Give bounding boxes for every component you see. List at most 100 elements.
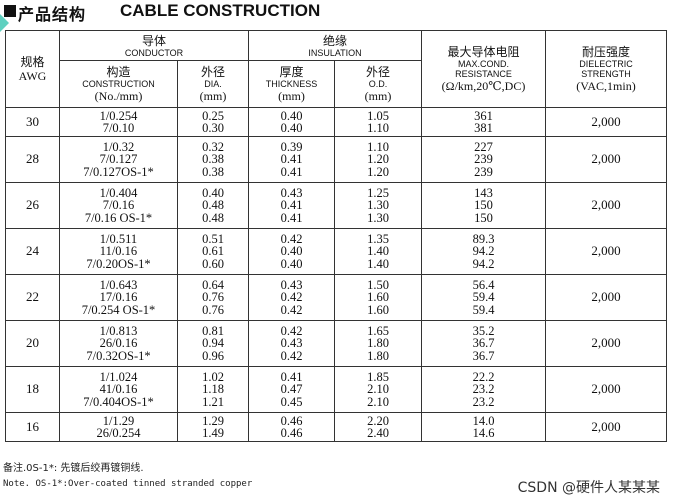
thickness-cell: 0.42 0.40 0.40 [248, 228, 335, 275]
table-row: 18 1/1.024 41/0.16 7/0.404OS-1* 1.02 1.18 1.21… [5, 366, 667, 413]
table-row: 16 1/1.29 26/0.254 1.29 1.49 0.46 0.46 2.20 2.40… [5, 412, 667, 442]
construction-value: 1/0.511 [99, 231, 138, 246]
od-value: 1.50 [367, 277, 389, 292]
construction-value: 1/0.404 [99, 185, 138, 200]
thickness-value: 0.43 [280, 336, 303, 351]
thickness-value: 0.40 [280, 108, 303, 123]
thickness-cell: 0.40 0.40 [248, 107, 335, 137]
construction-cell: 1/0.511 11/0.16 7/0.20OS-1* [59, 228, 178, 275]
resistance-value: 150 [474, 210, 493, 225]
thickness-value: 0.43 [280, 185, 303, 200]
od-value: 1.80 [367, 348, 389, 363]
construction-value: 7/0.254 OS-1* [81, 302, 156, 317]
dielectric-cell: 2,000 [545, 274, 667, 321]
resistance-value: 35.2 [472, 323, 495, 338]
construction-value: 1/0.813 [99, 323, 138, 338]
watermark: CSDN @硬件人某某某 [517, 480, 660, 496]
construction-cell: 1/0.643 17/0.16 7/0.254 OS-1* [59, 274, 178, 321]
awg-cell: 20 [5, 320, 60, 367]
header-thickness: 厚度 THICKNESS (mm) [248, 60, 335, 108]
dia-value: 0.51 [202, 231, 224, 246]
dia-value: 1.49 [202, 426, 224, 440]
header-conductor: 导体 CONDUCTOR [59, 30, 249, 61]
resistance-value: 143 [474, 185, 493, 200]
construction-value: 7/0.404OS-1* [83, 394, 154, 409]
dia-value: 0.61 [202, 244, 224, 259]
construction-cell: 1/1.29 26/0.254 [59, 412, 178, 442]
dia-value: 0.48 [202, 198, 224, 213]
construction-value: 7/0.10 [102, 121, 135, 135]
resistance-cell: 22.2 23.2 23.2 [421, 366, 546, 413]
resistance-value: 36.7 [472, 348, 495, 363]
dia-cell: 1.29 1.49 [177, 412, 249, 442]
od-value: 1.05 [367, 108, 389, 123]
table-row: 22 1/0.643 17/0.16 7/0.254 OS-1* 0.64 0.76 0.7… [5, 274, 667, 321]
construction-value: 7/0.127OS-1* [83, 164, 154, 179]
construction-value: 1/1.29 [102, 413, 135, 428]
dia-value: 1.02 [202, 369, 224, 384]
title-english: CABLE CONSTRUCTION [120, 1, 321, 20]
dia-cell: 0.64 0.76 0.76 [177, 274, 249, 321]
od-value: 1.30 [367, 198, 389, 213]
construction-value: 26/0.254 [96, 426, 141, 440]
od-value: 1.10 [367, 121, 389, 135]
header-od: 外径 O.D. (mm) [334, 60, 422, 108]
awg-cell: 18 [5, 366, 60, 413]
construction-value: 7/0.20OS-1* [86, 256, 151, 271]
od-value: 1.60 [367, 290, 389, 305]
cable-construction-table: 规格 AWG 导体 CONDUCTOR 绝缘 INSULATION 最大导体电阻… [5, 30, 667, 442]
thickness-value: 0.42 [280, 302, 303, 317]
thickness-value: 0.39 [280, 139, 303, 154]
construction-value: 1/0.643 [99, 277, 138, 292]
resistance-value: 14.6 [472, 426, 495, 440]
awg-cell: 26 [5, 182, 60, 229]
title-bar: 产品结构 CABLE CONSTRUCTION [0, 0, 674, 26]
od-cell: 1.35 1.40 1.40 [334, 228, 422, 275]
od-value: 1.35 [367, 231, 389, 246]
od-cell: 1.85 2.10 2.10 [334, 366, 422, 413]
thickness-cell: 0.42 0.43 0.42 [248, 320, 335, 367]
awg-cell: 22 [5, 274, 60, 321]
od-cell: 1.65 1.80 1.80 [334, 320, 422, 367]
thickness-value: 0.40 [280, 256, 303, 271]
table-body: 30 1/0.254 7/0.10 0.25 0.30 0.40 0.40 1.05 1.10 3… [5, 107, 667, 442]
dia-cell: 0.40 0.48 0.48 [177, 182, 249, 229]
resistance-value: 14.0 [472, 413, 495, 428]
od-cell: 2.20 2.40 [334, 412, 422, 442]
thickness-cell: 0.43 0.41 0.41 [248, 182, 335, 229]
thickness-value: 0.46 [280, 413, 303, 428]
od-value: 1.80 [367, 336, 389, 351]
od-value: 2.10 [367, 382, 389, 397]
dielectric-cell: 2,000 [545, 182, 667, 229]
resistance-value: 239 [474, 152, 493, 167]
resistance-value: 56.4 [472, 277, 495, 292]
dia-value: 1.21 [202, 394, 224, 409]
dia-cell: 0.25 0.30 [177, 107, 249, 137]
od-value: 1.30 [367, 210, 389, 225]
dia-value: 0.76 [202, 302, 224, 317]
header-dielectric: 耐压强度 DIELECTRIC STRENGTH (VAC,1min) [545, 30, 667, 108]
od-value: 2.20 [367, 413, 389, 428]
construction-cell: 1/0.404 7/0.16 7/0.16 OS-1* [59, 182, 178, 229]
resistance-value: 361 [474, 108, 493, 123]
resistance-cell: 227 239 239 [421, 136, 546, 183]
dia-value: 0.76 [202, 290, 224, 305]
construction-value: 41/0.16 [99, 382, 138, 397]
resistance-value: 239 [474, 164, 493, 179]
od-cell: 1.25 1.30 1.30 [334, 182, 422, 229]
dia-value: 0.60 [202, 256, 224, 271]
construction-value: 11/0.16 [99, 244, 138, 259]
construction-value: 17/0.16 [99, 290, 138, 305]
dia-value: 0.64 [202, 277, 224, 292]
thickness-cell: 0.41 0.47 0.45 [248, 366, 335, 413]
resistance-cell: 143 150 150 [421, 182, 546, 229]
header-dia: 外径 DIA. (mm) [177, 60, 249, 108]
od-value: 1.10 [367, 139, 389, 154]
table-row: 30 1/0.254 7/0.10 0.25 0.30 0.40 0.40 1.05 1.10 3… [5, 107, 667, 137]
resistance-value: 94.2 [472, 256, 495, 271]
od-value: 1.65 [367, 323, 389, 338]
od-value: 1.25 [367, 185, 389, 200]
title-chinese: 产品结构 [18, 5, 87, 24]
header-resistance: 最大导体电阻 MAX.COND. RESISTANCE (Ω/km,20℃,DC… [421, 30, 546, 108]
dia-value: 0.25 [202, 108, 224, 123]
